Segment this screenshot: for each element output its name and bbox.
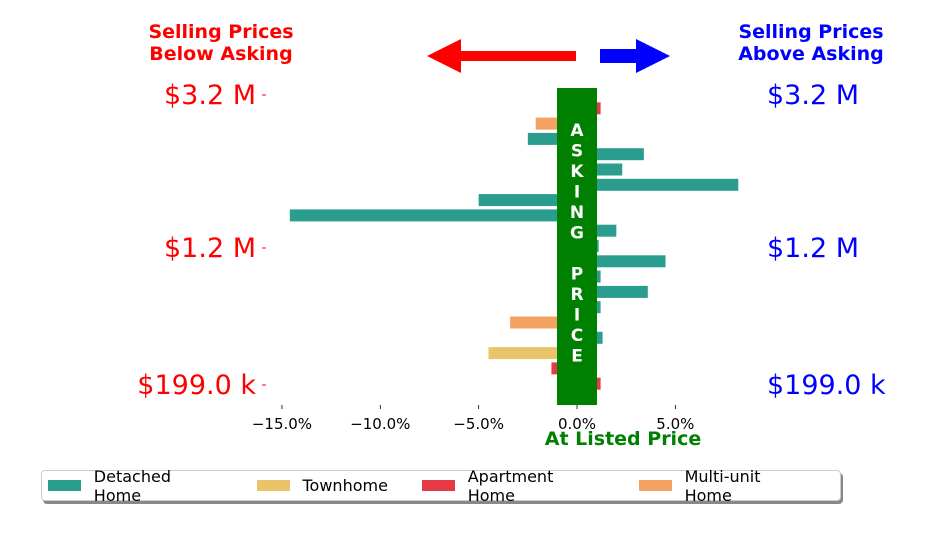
- legend-swatch-4: [638, 480, 672, 491]
- asking-letter-4: I: [574, 183, 580, 203]
- y-tick-label-right-3: $199.0 k: [767, 370, 886, 401]
- asking-letter-12: E: [571, 347, 583, 367]
- x-tick-label-5: 5.0%: [656, 415, 694, 433]
- y-tick-label-left-3: $199.0 k: [137, 370, 256, 401]
- bar-7: [478, 194, 577, 207]
- legend-label-2: Townhome: [302, 476, 388, 495]
- bar-8: [289, 209, 577, 222]
- legend-label-1: Detached Home: [93, 466, 171, 505]
- asking-letter-6: G: [570, 224, 584, 244]
- x-tick-label-2: −10.0%: [350, 415, 410, 433]
- legend-swatch-2: [256, 480, 290, 491]
- bar-17: [488, 347, 577, 360]
- below-asking-title: Selling Prices Below Asking: [121, 21, 321, 65]
- asking-letter-9: R: [570, 285, 583, 305]
- asking-letter-1: A: [570, 121, 584, 141]
- y-axis: $3.2 M $3.2 M $1.2 M $1.2 M $199.0 k $199.0 k: [137, 80, 886, 401]
- bars-layer: [289, 102, 739, 390]
- direction-arrows: [427, 39, 670, 73]
- left-arrow-icon: [427, 39, 576, 73]
- right-arrow-icon: [600, 39, 670, 73]
- x-tick-label-1: −15.0%: [252, 415, 312, 433]
- asking-price-bar: [557, 88, 597, 405]
- asking-letter-10: I: [574, 306, 580, 326]
- x-tick-label-4: 0.0%: [558, 415, 596, 433]
- asking-letter-11: C: [571, 326, 583, 346]
- legend-item-4: Multi-unit Home: [638, 466, 812, 505]
- legend-item-1: Detached Home: [48, 467, 223, 505]
- x-axis-label: At Listed Price: [545, 428, 701, 450]
- legend-label-3: Apartment Home: [467, 466, 554, 505]
- asking-letter-2: S: [571, 142, 583, 162]
- legend-swatch-3: [421, 480, 455, 491]
- asking-letter-5: N: [570, 203, 584, 223]
- legend-swatch-1: [48, 480, 81, 491]
- above-asking-title-line1: Selling Prices: [738, 21, 884, 43]
- x-axis: −15.0% −10.0% −5.0% 0.0% 5.0%At Listed Price: [252, 405, 701, 450]
- below-asking-title-line2: Below Asking: [149, 43, 293, 65]
- legend: Detached Home Townhome Apartment Home Multi…: [41, 467, 841, 505]
- legend-item-2: Townhome: [256, 476, 388, 495]
- y-tick-label-right-2: $1.2 M: [767, 233, 859, 264]
- y-tick-label-left-1: $3.2 M: [164, 80, 256, 111]
- asking-letter-8: P: [571, 265, 583, 285]
- above-asking-title: Selling Prices Above Asking: [711, 21, 911, 65]
- x-tick-label-3: −5.0%: [453, 415, 504, 433]
- below-asking-title-line1: Selling Prices: [148, 21, 294, 43]
- bar-11: [577, 255, 666, 268]
- asking-letter-3: K: [570, 162, 584, 182]
- legend-label-4: Multi-unit Home: [684, 466, 761, 505]
- bar-6: [577, 178, 739, 191]
- above-asking-title-line2: Above Asking: [738, 43, 884, 65]
- y-tick-label-right-1: $3.2 M: [767, 80, 859, 111]
- y-tick-label-left-2: $1.2 M: [164, 233, 256, 264]
- legend-item-3: Apartment Home: [421, 466, 605, 505]
